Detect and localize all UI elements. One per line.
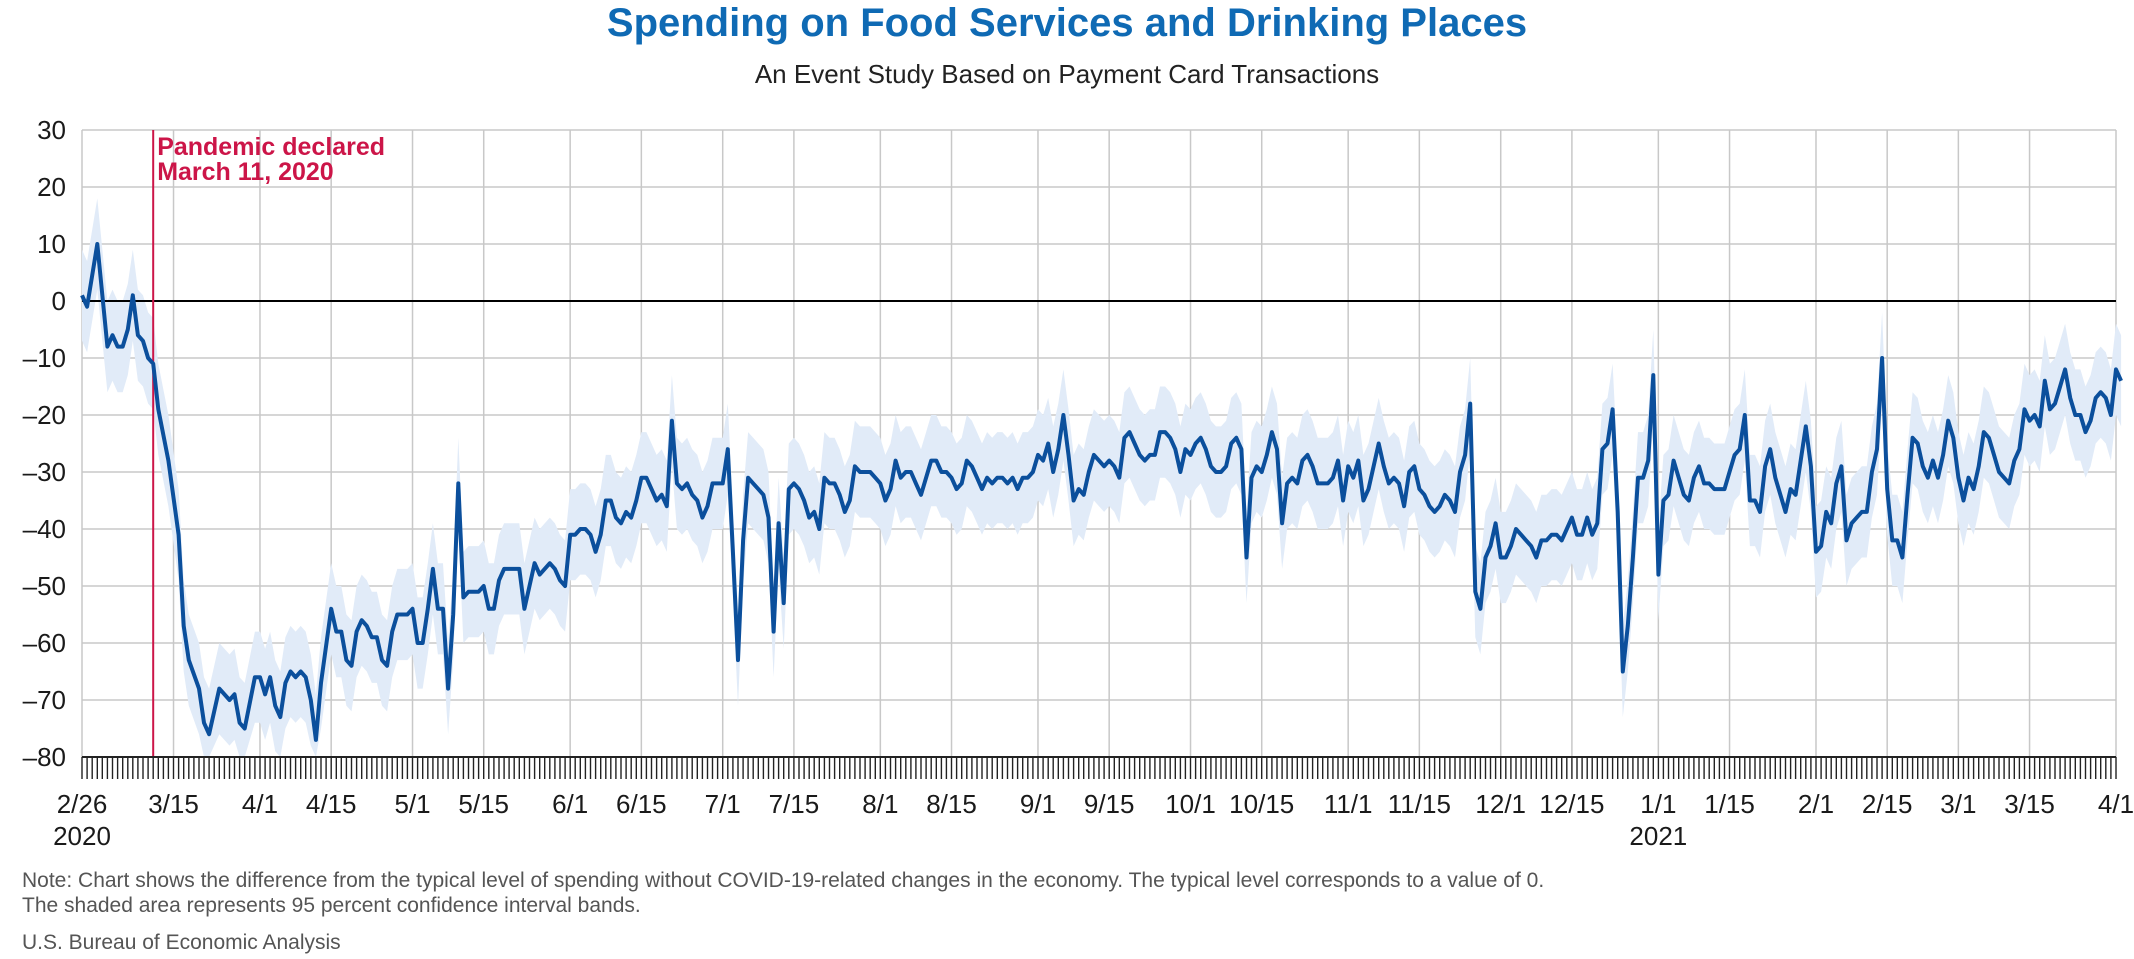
y-tick-label: –20 [23,400,66,430]
confidence-band-area [82,198,2122,757]
y-tick-label: –80 [23,742,66,772]
x-tick-label: 12/1 [1475,789,1526,819]
x-tick-label: 2/15 [1862,789,1913,819]
x-tick-label: 9/1 [1020,789,1056,819]
series-line [80,242,2123,742]
x-tick-label: 10/15 [1229,789,1294,819]
x-tick-label: 3/15 [2004,789,2055,819]
x-tick-label: 2/1 [1798,789,1834,819]
chart-subtitle: An Event Study Based on Payment Card Tra… [754,59,1380,89]
x-tick-label: 10/1 [1165,789,1216,819]
x-tick-label: 9/15 [1084,789,1135,819]
x-tick-label: 8/1 [862,789,898,819]
x-tick-label: 6/15 [616,789,667,819]
y-tick-label: 30 [37,115,66,145]
spending-series-line [80,242,2123,742]
x-tick-label: 6/1 [552,789,588,819]
chart-note-line-1: Note: Chart shows the difference from th… [22,869,1545,892]
source-credit: U.S. Bureau of Economic Analysis [22,931,341,954]
x-tick-label: 11/1 [1324,789,1373,819]
chart-note-line-2: The shaded area represents 95 percent co… [22,894,641,917]
x-tick-label: 1/15 [1704,789,1755,819]
y-tick-label: –70 [23,685,66,715]
event-label-line-1: Pandemic declared [157,133,385,161]
x-tick-label: 4/1 [2098,789,2134,819]
y-tick-label: –60 [23,628,66,658]
x-tick-label: 3/1 [1940,789,1976,819]
event-label-line-2: March 11, 2020 [157,158,334,186]
x-tick-label: 1/1 [1640,789,1676,819]
y-tick-label: –10 [23,343,66,373]
y-tick-label: –30 [23,457,66,487]
x-tick-label: 4/1 [242,789,278,819]
y-axis: 30 20 10 0 –10 –20 –30 –40 –50 –60 –70 –80 [23,115,66,772]
y-tick-label: 20 [37,172,66,202]
x-tick-label: 12/15 [1539,789,1604,819]
x-tick-label: 11/15 [1388,789,1451,819]
x-tick-label: 7/1 [705,789,741,819]
x-tick-label: 3/15 [148,789,199,819]
x-tick-year-label: 2020 [53,821,111,851]
x-tick-label: 8/15 [926,789,977,819]
chart-title: Spending on Food Services and Drinking P… [606,1,1528,45]
x-tick-label: 5/15 [458,789,509,819]
y-tick-label: 10 [37,229,66,259]
x-tick-label: 4/15 [306,789,357,819]
y-tick-label: –50 [23,571,66,601]
x-tick-year-label: 2021 [1629,821,1687,851]
x-tick-label: 7/15 [769,789,820,819]
y-tick-label: –40 [23,514,66,544]
confidence-band [82,198,2122,757]
x-tick-label: 5/1 [394,789,430,819]
y-tick-label: 0 [52,286,66,316]
x-tick-label: 2/26 [57,789,108,819]
